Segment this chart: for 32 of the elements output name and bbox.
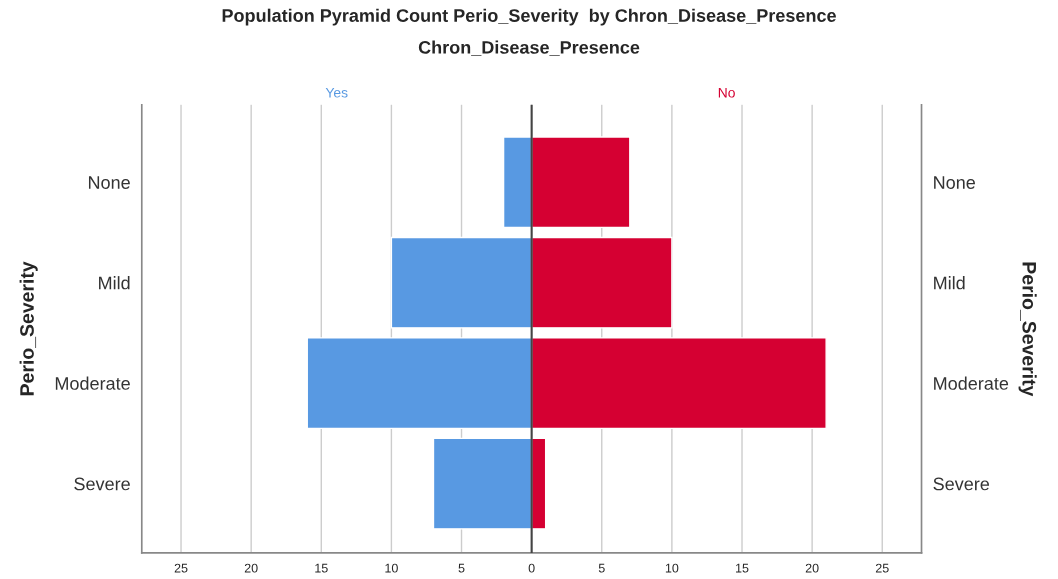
- bar: [306, 337, 533, 430]
- x-tick-label: 5: [598, 563, 605, 573]
- x-tick-label: 15: [736, 563, 749, 573]
- x-tick-label: 20: [805, 563, 819, 573]
- x-tick-label: 5: [458, 563, 465, 573]
- y2-axis-title: Perio_Severity: [1018, 262, 1037, 397]
- x-tick-label: 10: [665, 563, 679, 573]
- x-tick-label: 25: [875, 563, 889, 573]
- bar: [530, 337, 827, 430]
- x-tick-label: 15: [315, 563, 328, 573]
- y-tick-label: None: [88, 176, 130, 189]
- category-label: Severe: [933, 477, 990, 491]
- legend-title: Chron_Disease_Presence: [418, 40, 640, 56]
- text: Yes: [325, 87, 348, 98]
- y-tick-label: Mild: [99, 276, 130, 290]
- bar: [530, 236, 673, 329]
- category-label: Mild: [934, 276, 965, 290]
- x-tick-label: 0: [528, 563, 535, 573]
- x-tick-label: 25: [174, 563, 188, 573]
- y-tick-label: Severe: [74, 477, 130, 491]
- category-label: None: [934, 176, 975, 189]
- bar: [432, 437, 533, 530]
- text: No: [718, 87, 735, 98]
- bar: [502, 136, 533, 229]
- y-tick-label: Moderate: [55, 376, 130, 390]
- category-label: Moderate: [934, 376, 1009, 390]
- bar: [390, 236, 533, 329]
- bar: [530, 136, 631, 229]
- chart-title: Population Pyramid Count Perio_Severity by Chron_Disease_Presence: [222, 8, 836, 26]
- x-tick-label: 10: [385, 563, 398, 573]
- x-tick-label: 20: [244, 563, 258, 573]
- y-axis-title: Perio_Severity: [19, 261, 38, 396]
